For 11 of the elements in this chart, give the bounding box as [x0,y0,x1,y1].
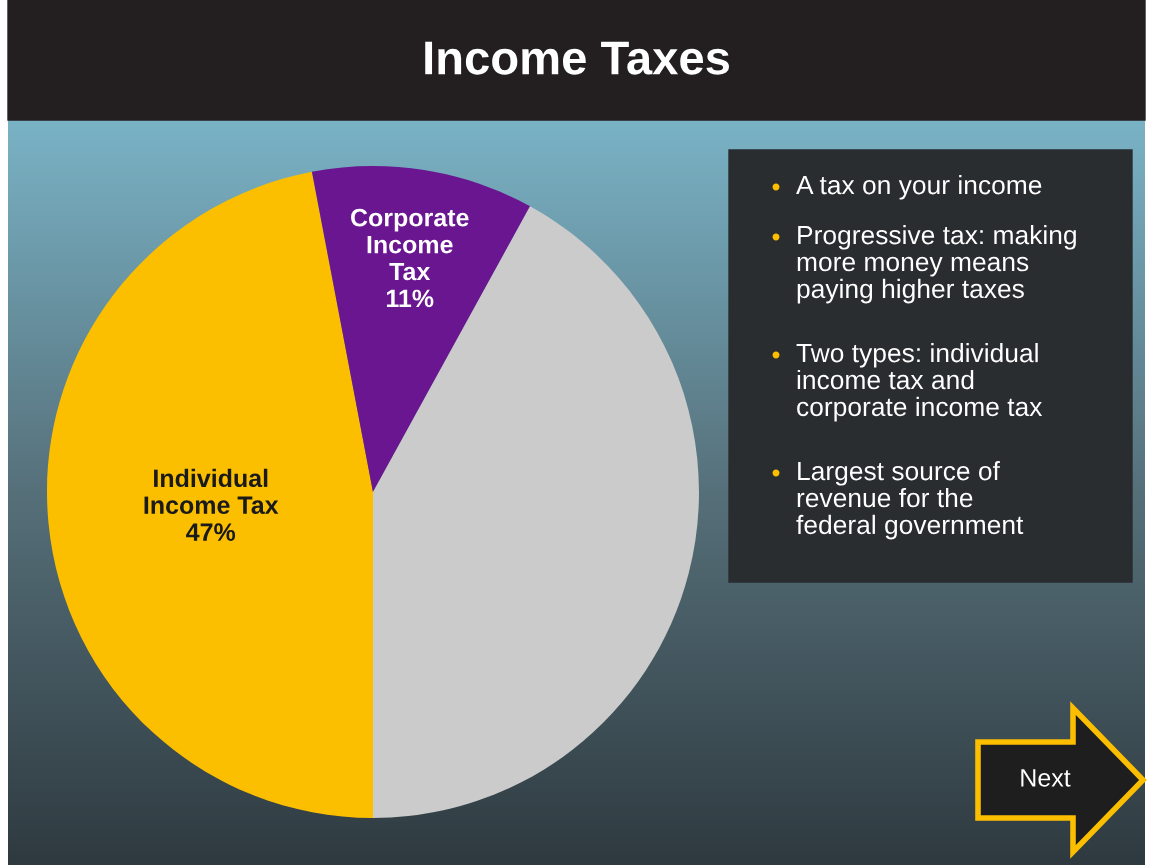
data-label: 47% [186,523,236,541]
text: Largest source of revenue for the federal government [796,461,1024,540]
data-label: 11% [386,289,434,308]
text: Two types: individual income tax and corporate income tax [796,343,1043,422]
slice-label: Individual Income Tax [144,468,279,515]
text: Next [1021,769,1071,787]
text: A tax on your income [796,175,1042,200]
text: Progressive tax: making more money means paying higher taxes [797,225,1076,304]
chart-title: Income Taxes [425,41,729,75]
slice-label: Corporate Income Tax [351,208,469,281]
pie-slice [311,166,531,492]
